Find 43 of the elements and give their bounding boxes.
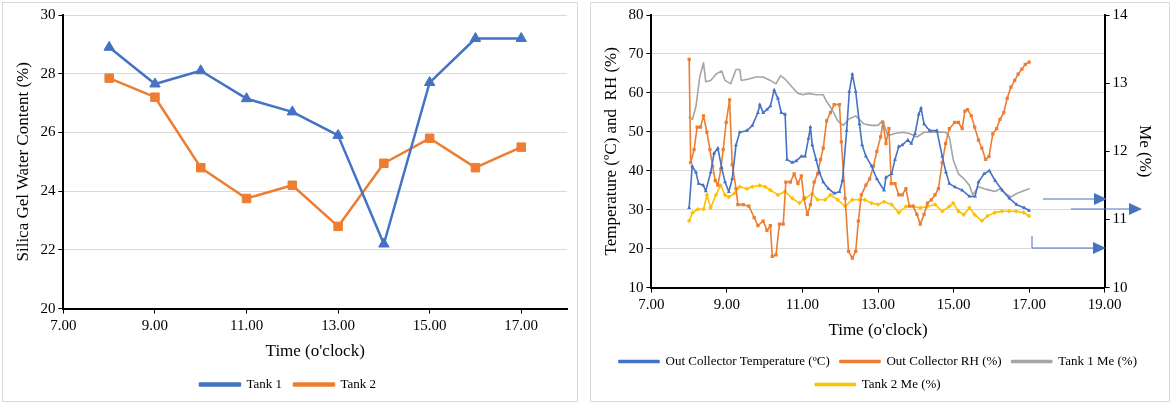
x-axis-title: Time (o'clock): [265, 341, 365, 361]
y2-tick-label: 13: [1112, 74, 1128, 91]
y-axis-title: Silica Gel Water Content (%): [12, 62, 32, 262]
x-tick-label: 19.00: [1087, 295, 1122, 312]
y2-tick-label: 10: [1112, 278, 1128, 295]
y-tick-label: 70: [628, 44, 644, 61]
x-tick-label: 15.00: [412, 316, 447, 333]
x-tick-label: 17.00: [504, 316, 539, 333]
y-tick-label: 22: [40, 240, 56, 257]
legend-label: Tank 2: [340, 375, 377, 391]
y-tick-label: 24: [40, 182, 56, 199]
y2-axis-title: Me (%): [1136, 125, 1156, 178]
x-tick-label: 13.00: [861, 295, 895, 312]
x-tick-label: 15.00: [936, 295, 971, 312]
y-tick-label: 30: [628, 200, 644, 217]
y-tick-label: 40: [628, 161, 644, 178]
x-tick-label: 11.00: [785, 295, 820, 312]
x-tick-label: 7.00: [638, 295, 665, 312]
y-axis-title: Temperature (ºC) and RH (%): [600, 47, 620, 256]
y-tick-label: 50: [628, 122, 644, 139]
y-tick-label: 26: [40, 123, 56, 140]
legend-label: Tank 1 Me (%): [1058, 352, 1138, 368]
y-tick-label: 60: [628, 83, 644, 100]
x-tick-label: 9.00: [141, 316, 169, 333]
x-tick-label: 17.00: [1012, 295, 1046, 312]
y-tick-label: 30: [40, 5, 56, 22]
y2-tick-label: 12: [1112, 142, 1128, 159]
y-tick-label: 80: [628, 5, 644, 22]
y-tick-label: 10: [628, 278, 644, 295]
legend-label: Tank 1: [246, 375, 283, 391]
y2-tick-label: 11: [1112, 210, 1128, 227]
x-axis-title: Time (o'clock): [828, 320, 928, 340]
y-tick-label: 20: [40, 299, 56, 316]
x-tick-label: 11.00: [229, 316, 264, 333]
x-tick-label: 7.00: [50, 316, 77, 333]
legend-label: Out Collector RH (%): [886, 352, 1002, 368]
y2-tick-label: 14: [1112, 5, 1129, 22]
x-tick-label: 13.00: [321, 316, 355, 333]
y-tick-label: 20: [628, 239, 644, 256]
y-tick-label: 28: [40, 64, 56, 81]
legend-label: Out Collector Temperature (ºC): [665, 352, 830, 368]
x-tick-label: 9.00: [713, 295, 741, 312]
legend-label: Tank 2 Me (%): [861, 375, 941, 391]
